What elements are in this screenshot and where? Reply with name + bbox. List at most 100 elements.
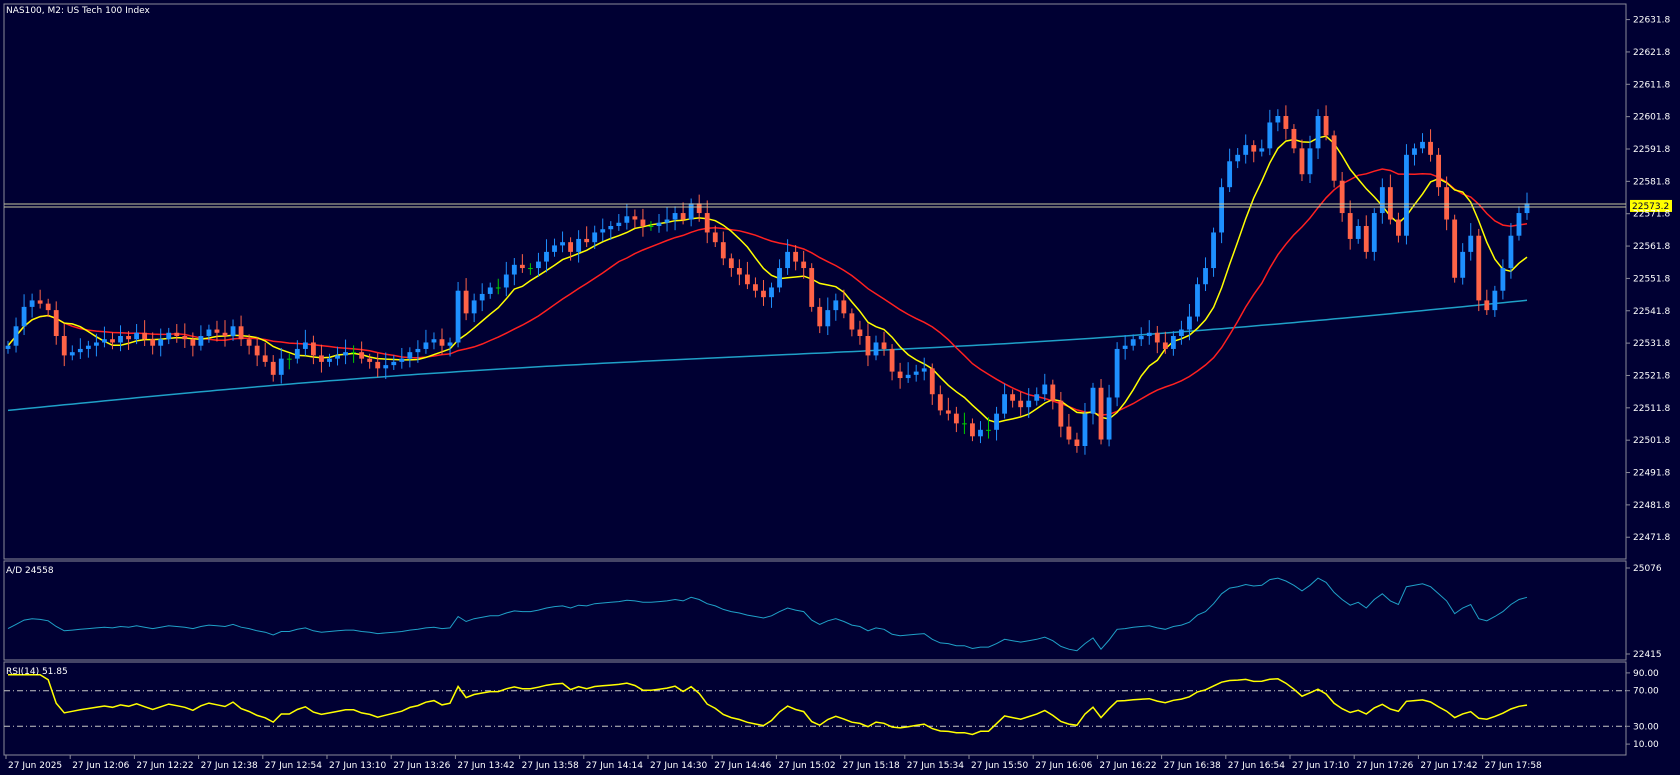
candle-body [471, 300, 477, 314]
candle-body [1452, 219, 1458, 278]
candle-body [600, 229, 606, 233]
candle-body [1267, 122, 1273, 149]
time-tick-label: 27 Jun 16:38 [1164, 761, 1221, 771]
candle-body [29, 300, 35, 307]
candle-body [198, 336, 204, 346]
candle-body [873, 342, 879, 356]
candle-body [769, 287, 774, 298]
time-tick-label: 27 Jun 17:42 [1420, 761, 1477, 771]
candle-body [696, 203, 702, 214]
candle-body [648, 226, 654, 227]
candle-body [913, 371, 919, 375]
candle-body [391, 361, 397, 366]
candle-body [1026, 400, 1032, 408]
candle-body [1500, 268, 1506, 291]
candle-body [1122, 345, 1128, 349]
candle-body [624, 216, 630, 223]
candle-body [439, 339, 445, 346]
candle-body [463, 290, 469, 314]
ad-line [7, 577, 1528, 652]
candle-body [1058, 400, 1064, 427]
candle-body [1243, 145, 1249, 155]
price-tick-label: 22601.8 [1633, 113, 1670, 123]
candle-body [592, 232, 598, 243]
candle-body [680, 213, 686, 220]
candle-body [857, 329, 863, 336]
candle-body [1106, 397, 1112, 440]
ma-fast-line [7, 135, 1528, 424]
candle-body [61, 336, 67, 356]
candle-body [166, 332, 172, 340]
candle-body [1138, 336, 1144, 340]
candle-body [761, 290, 766, 298]
candle-body [1379, 187, 1385, 214]
candle-body [961, 423, 967, 425]
candle-body [1098, 387, 1104, 440]
candle-body [1235, 154, 1241, 162]
time-tick-label: 27 Jun 17:26 [1356, 761, 1413, 771]
candle-body [552, 245, 557, 252]
candle-body [182, 336, 188, 340]
candle-body [503, 274, 509, 288]
candle-body [833, 300, 839, 311]
candle-body [1484, 300, 1490, 311]
candle-body [1275, 116, 1281, 123]
candle-body [399, 358, 405, 362]
time-tick-label: 27 Jun 17:10 [1292, 761, 1349, 771]
candle-body [744, 274, 750, 285]
price-tick-label: 22621.8 [1633, 48, 1670, 58]
candle-body [1162, 342, 1168, 349]
candle-body [1042, 384, 1048, 395]
price-tick-label: 22591.8 [1633, 145, 1670, 155]
candle-body [118, 336, 123, 343]
candle-body [1050, 384, 1056, 401]
candle-body [343, 352, 348, 356]
candle-body [142, 332, 148, 340]
candle-body [431, 339, 437, 343]
candle-body [809, 268, 815, 307]
candle-body [970, 423, 975, 437]
candle-body [246, 339, 252, 346]
candle-body [568, 242, 574, 252]
candle-body [1516, 213, 1522, 236]
rsi-tick-label: 90.00 [1633, 669, 1659, 679]
candle-body [254, 345, 260, 356]
candle-body [544, 251, 549, 262]
time-tick-label: 27 Jun 14:46 [714, 761, 771, 771]
candle-body [841, 300, 847, 314]
time-tick-label: 27 Jun 15:18 [843, 761, 900, 771]
candle-body [1146, 332, 1152, 336]
candle-body [45, 303, 51, 311]
candle-body [1187, 316, 1192, 330]
candle-body [1412, 148, 1417, 155]
candle-body [1251, 145, 1257, 152]
candle-body [1114, 348, 1120, 398]
candle-body [21, 306, 27, 327]
candle-body [536, 261, 541, 269]
candle-body [126, 336, 131, 340]
candle-body [1444, 187, 1450, 220]
candle-body [1283, 116, 1289, 129]
ma-slow-line [7, 299, 1528, 412]
candle-body [865, 336, 871, 356]
candle-body [1082, 413, 1088, 446]
candle-body [102, 339, 107, 343]
candle-body [1203, 268, 1208, 285]
candle-body [1339, 180, 1345, 214]
candle-body [1170, 336, 1176, 349]
candle-body [1178, 329, 1184, 336]
price-tick-label: 22551.8 [1633, 274, 1670, 284]
candle-body [986, 429, 991, 431]
candle-body [1315, 116, 1321, 149]
candle-body [1468, 235, 1474, 252]
candle-body [656, 222, 662, 226]
candle-body [1476, 235, 1482, 301]
candle-body [1508, 235, 1514, 269]
candle-body [640, 219, 646, 226]
candle-body [905, 374, 911, 379]
candle-body [1371, 213, 1377, 252]
candle-body [423, 342, 429, 349]
candle-body [793, 251, 799, 262]
price-tick-label: 22611.8 [1633, 80, 1670, 90]
